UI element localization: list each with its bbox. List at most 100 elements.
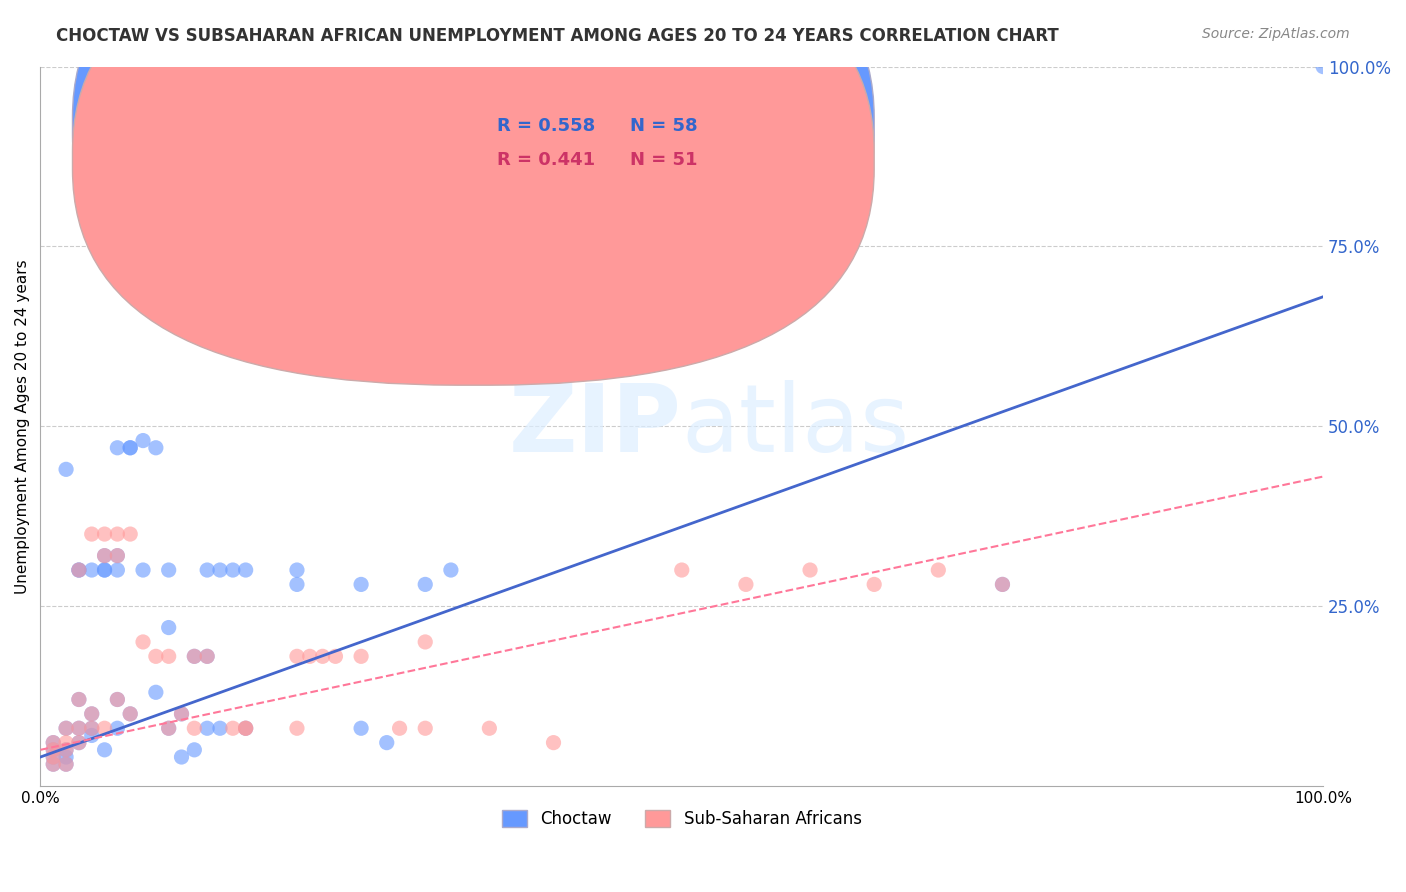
Point xyxy=(671,563,693,577)
Text: Source: ZipAtlas.com: Source: ZipAtlas.com xyxy=(1202,27,1350,41)
Point xyxy=(145,649,167,664)
Point xyxy=(799,563,821,577)
Point xyxy=(42,743,65,757)
Point xyxy=(235,721,257,735)
Point xyxy=(183,743,205,757)
Point xyxy=(80,706,103,721)
Point xyxy=(350,721,373,735)
Point xyxy=(55,462,77,476)
Point xyxy=(311,649,333,664)
Point xyxy=(285,649,308,664)
Text: CHOCTAW VS SUBSAHARAN AFRICAN UNEMPLOYMENT AMONG AGES 20 TO 24 YEARS CORRELATION: CHOCTAW VS SUBSAHARAN AFRICAN UNEMPLOYME… xyxy=(56,27,1059,45)
Legend: Choctaw, Sub-Saharan Africans: Choctaw, Sub-Saharan Africans xyxy=(495,804,868,835)
Text: N = 58: N = 58 xyxy=(630,117,699,135)
Point xyxy=(105,441,128,455)
Point xyxy=(132,563,155,577)
Point xyxy=(195,563,218,577)
Point xyxy=(105,549,128,563)
Point xyxy=(991,577,1014,591)
Point xyxy=(105,692,128,706)
Point xyxy=(132,635,155,649)
Point xyxy=(80,721,103,735)
Point xyxy=(222,563,245,577)
Point xyxy=(183,649,205,664)
Point xyxy=(183,721,205,735)
Point xyxy=(157,649,180,664)
Point xyxy=(235,563,257,577)
Point xyxy=(375,736,398,750)
Point xyxy=(67,563,90,577)
Point xyxy=(157,621,180,635)
Point xyxy=(285,577,308,591)
Point xyxy=(222,721,245,735)
Point xyxy=(67,563,90,577)
Point xyxy=(735,577,758,591)
Point xyxy=(543,736,565,750)
Point xyxy=(350,577,373,591)
Point xyxy=(42,736,65,750)
Point xyxy=(67,721,90,735)
Point xyxy=(120,527,142,541)
Point xyxy=(67,563,90,577)
Point xyxy=(927,563,949,577)
Point xyxy=(170,706,193,721)
Point xyxy=(105,527,128,541)
Point xyxy=(67,721,90,735)
Point xyxy=(235,721,257,735)
Point xyxy=(55,743,77,757)
Point xyxy=(478,721,501,735)
FancyBboxPatch shape xyxy=(73,0,875,351)
Point xyxy=(42,757,65,772)
Point xyxy=(42,736,65,750)
Point xyxy=(413,577,436,591)
Point xyxy=(1312,60,1334,74)
Text: atlas: atlas xyxy=(682,380,910,472)
Point xyxy=(55,757,77,772)
Point xyxy=(105,721,128,735)
Point xyxy=(80,527,103,541)
Point xyxy=(93,563,115,577)
Point xyxy=(157,721,180,735)
Point xyxy=(991,577,1014,591)
Point xyxy=(67,736,90,750)
Point xyxy=(170,750,193,764)
Point xyxy=(93,549,115,563)
Point xyxy=(55,736,77,750)
Point xyxy=(183,649,205,664)
Point xyxy=(93,549,115,563)
Point xyxy=(195,649,218,664)
Point xyxy=(145,685,167,699)
Point xyxy=(325,649,347,664)
Point xyxy=(93,721,115,735)
Point xyxy=(93,563,115,577)
Point xyxy=(80,706,103,721)
Point xyxy=(157,721,180,735)
Point xyxy=(67,692,90,706)
Point xyxy=(105,563,128,577)
Point xyxy=(55,721,77,735)
Text: R = 0.441: R = 0.441 xyxy=(498,151,595,169)
Point xyxy=(208,721,231,735)
Point xyxy=(350,649,373,664)
Point xyxy=(195,721,218,735)
Point xyxy=(208,563,231,577)
Point xyxy=(80,563,103,577)
Text: ZIP: ZIP xyxy=(509,380,682,472)
Point xyxy=(235,721,257,735)
Text: N = 51: N = 51 xyxy=(630,151,697,169)
Point xyxy=(120,441,142,455)
Point xyxy=(105,692,128,706)
Point xyxy=(145,441,167,455)
Point xyxy=(170,706,193,721)
Point xyxy=(55,721,77,735)
Point xyxy=(93,743,115,757)
FancyBboxPatch shape xyxy=(432,81,817,189)
Point xyxy=(67,692,90,706)
Point xyxy=(195,649,218,664)
Y-axis label: Unemployment Among Ages 20 to 24 years: Unemployment Among Ages 20 to 24 years xyxy=(15,259,30,593)
Point xyxy=(55,750,77,764)
Point xyxy=(285,721,308,735)
Point xyxy=(67,736,90,750)
Point xyxy=(440,563,463,577)
Point xyxy=(120,441,142,455)
